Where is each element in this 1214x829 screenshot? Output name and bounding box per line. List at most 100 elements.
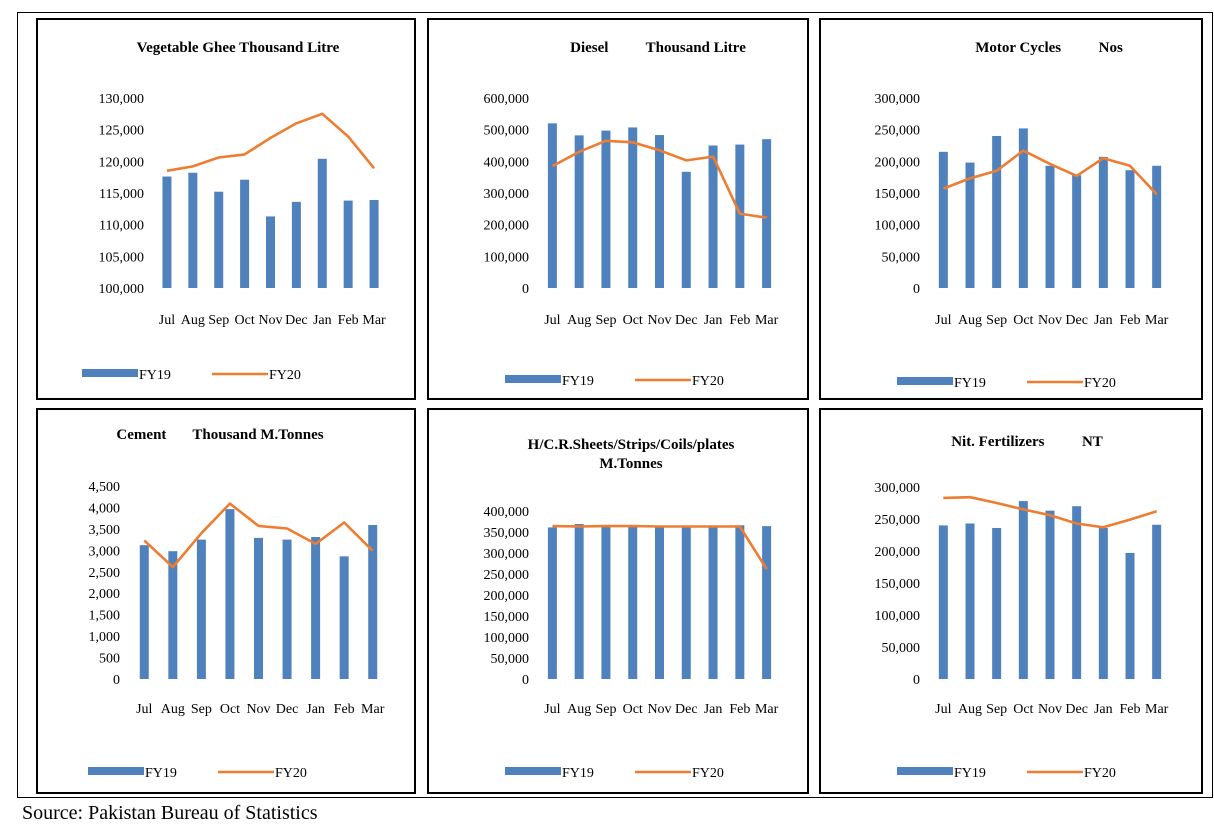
x-tick-label: Aug <box>161 702 185 717</box>
legend-label-fy20: FY20 <box>275 766 307 781</box>
x-tick-label: Jul <box>935 313 951 328</box>
legend-swatch-fy19 <box>82 369 138 377</box>
x-tick-label: Sep <box>191 702 212 717</box>
y-tick-label: 115,000 <box>99 187 144 202</box>
y-tick-label: 3,500 <box>89 523 121 538</box>
bar-jul <box>139 545 149 679</box>
x-tick-label: Nov <box>246 702 270 717</box>
source-note: Source: Pakistan Bureau of Statistics <box>22 802 318 824</box>
y-tick-label: 2,500 <box>89 566 121 581</box>
x-tick-label: Feb <box>729 313 750 328</box>
legend-label-fy19: FY19 <box>954 766 986 781</box>
y-tick-label: 50,000 <box>882 250 921 265</box>
bar-dec <box>291 201 301 288</box>
y-tick-label: 600,000 <box>484 92 530 107</box>
legend-label-fy19: FY19 <box>562 766 594 781</box>
chart-panel-vegetable-ghee: Vegetable Ghee Thousand Litre 100,000 105,… <box>36 18 416 400</box>
y-tick-label: 1,000 <box>89 630 121 645</box>
x-tick-label: Mar <box>1145 313 1169 328</box>
bar-sep <box>196 539 206 679</box>
y-tick-label: 110,000 <box>99 219 144 234</box>
y-tick-label: 150,000 <box>875 187 921 202</box>
bar-dec <box>681 171 691 288</box>
x-tick-label: Dec <box>1065 702 1088 717</box>
chart-svg: Motor Cycles Nos 0 50,000 100,000 150,000 200… <box>875 40 1169 391</box>
bar-sep <box>214 191 224 288</box>
y-tick-label: 100,000 <box>875 609 921 624</box>
legend-label-fy20: FY20 <box>692 766 724 781</box>
legend-label-fy19: FY19 <box>954 376 986 391</box>
x-tick-label: Jul <box>136 702 152 717</box>
bar-jul <box>547 527 557 679</box>
chart-title: Diesel Thousand Litre <box>570 40 746 56</box>
legend-label-fy20: FY20 <box>269 368 301 383</box>
x-tick-label: Dec <box>1065 313 1088 328</box>
bar-oct <box>225 509 235 679</box>
bar-dec <box>1072 175 1082 288</box>
bar-feb <box>735 144 745 288</box>
y-tick-label: 50,000 <box>491 652 530 667</box>
bar-feb <box>339 556 349 679</box>
x-tick-label: Jan <box>1094 702 1113 717</box>
bar-nov <box>254 537 263 679</box>
bar-jan <box>1098 527 1108 679</box>
y-tick-label: 2,000 <box>89 587 121 602</box>
x-tick-label: Feb <box>729 702 750 717</box>
bar-jan <box>708 526 718 679</box>
chart-panel-diesel: Diesel Thousand Litre 0 100,000 200,000 300,… <box>427 18 809 400</box>
bar-oct <box>240 179 250 288</box>
y-tick-label: 300,000 <box>484 547 530 562</box>
x-tick-label: Aug <box>181 313 205 328</box>
bar-jul <box>547 123 557 288</box>
legend-swatch-fy19 <box>88 767 144 775</box>
x-tick-label: Nov <box>1038 702 1062 717</box>
y-tick-label: 0 <box>522 673 529 688</box>
bar-sep <box>601 130 611 288</box>
chart-title: Motor Cycles Nos <box>975 40 1123 56</box>
legend-swatch-fy19 <box>897 767 953 775</box>
y-tick-label: 150,000 <box>484 610 530 625</box>
bar-aug <box>188 172 198 288</box>
x-tick-label: Nov <box>1038 313 1062 328</box>
bar-jul <box>938 151 948 288</box>
bar-nov <box>1045 165 1055 288</box>
x-tick-label: Oct <box>235 313 255 328</box>
y-tick-label: 350,000 <box>484 526 530 541</box>
y-tick-label: 250,000 <box>484 568 530 583</box>
x-tick-label: Sep <box>595 702 616 717</box>
chart-title: Cement Thousand M.Tonnes <box>116 427 323 443</box>
y-tick-label: 125,000 <box>99 124 145 139</box>
bar-aug <box>168 551 178 679</box>
legend-swatch-fy19 <box>505 375 561 383</box>
bar-aug <box>574 135 584 288</box>
bar-aug <box>965 523 975 679</box>
x-tick-label: Jan <box>313 313 332 328</box>
bar-oct <box>1018 128 1028 288</box>
x-tick-label: Sep <box>595 313 616 328</box>
series-line-fy20 <box>551 139 767 219</box>
figure-frame <box>17 12 1213 798</box>
y-tick-label: 100,000 <box>875 219 921 234</box>
y-tick-label: 500,000 <box>484 124 530 139</box>
x-tick-label: Mar <box>755 313 779 328</box>
x-tick-label: Aug <box>958 313 982 328</box>
chart-panel-sheets: H/C.R.Sheets/Strips/Coils/plates M.Tonnes… <box>427 408 809 794</box>
y-tick-label: 4,000 <box>89 501 121 516</box>
bar-feb <box>1125 552 1135 679</box>
chart-title: Vegetable Ghee Thousand Litre <box>137 40 340 56</box>
y-tick-label: 200,000 <box>875 545 921 560</box>
x-tick-label: Feb <box>1120 313 1141 328</box>
x-tick-label: Dec <box>285 313 308 328</box>
bar-jan <box>317 158 327 288</box>
series-line-fy20 <box>943 495 1158 529</box>
series-line-fy20 <box>143 502 374 569</box>
bar-sep <box>992 527 1002 679</box>
legend-label-fy19: FY19 <box>139 368 171 383</box>
y-tick-label: 300,000 <box>875 92 921 107</box>
x-tick-label: Oct <box>623 313 643 328</box>
y-tick-label: 400,000 <box>484 505 530 520</box>
x-tick-label: Jan <box>704 313 723 328</box>
x-tick-label: Jul <box>159 313 175 328</box>
chart-title-line: M.Tonnes <box>599 456 662 472</box>
chart-title-line: H/C.R.Sheets/Strips/Coils/plates <box>528 437 735 453</box>
